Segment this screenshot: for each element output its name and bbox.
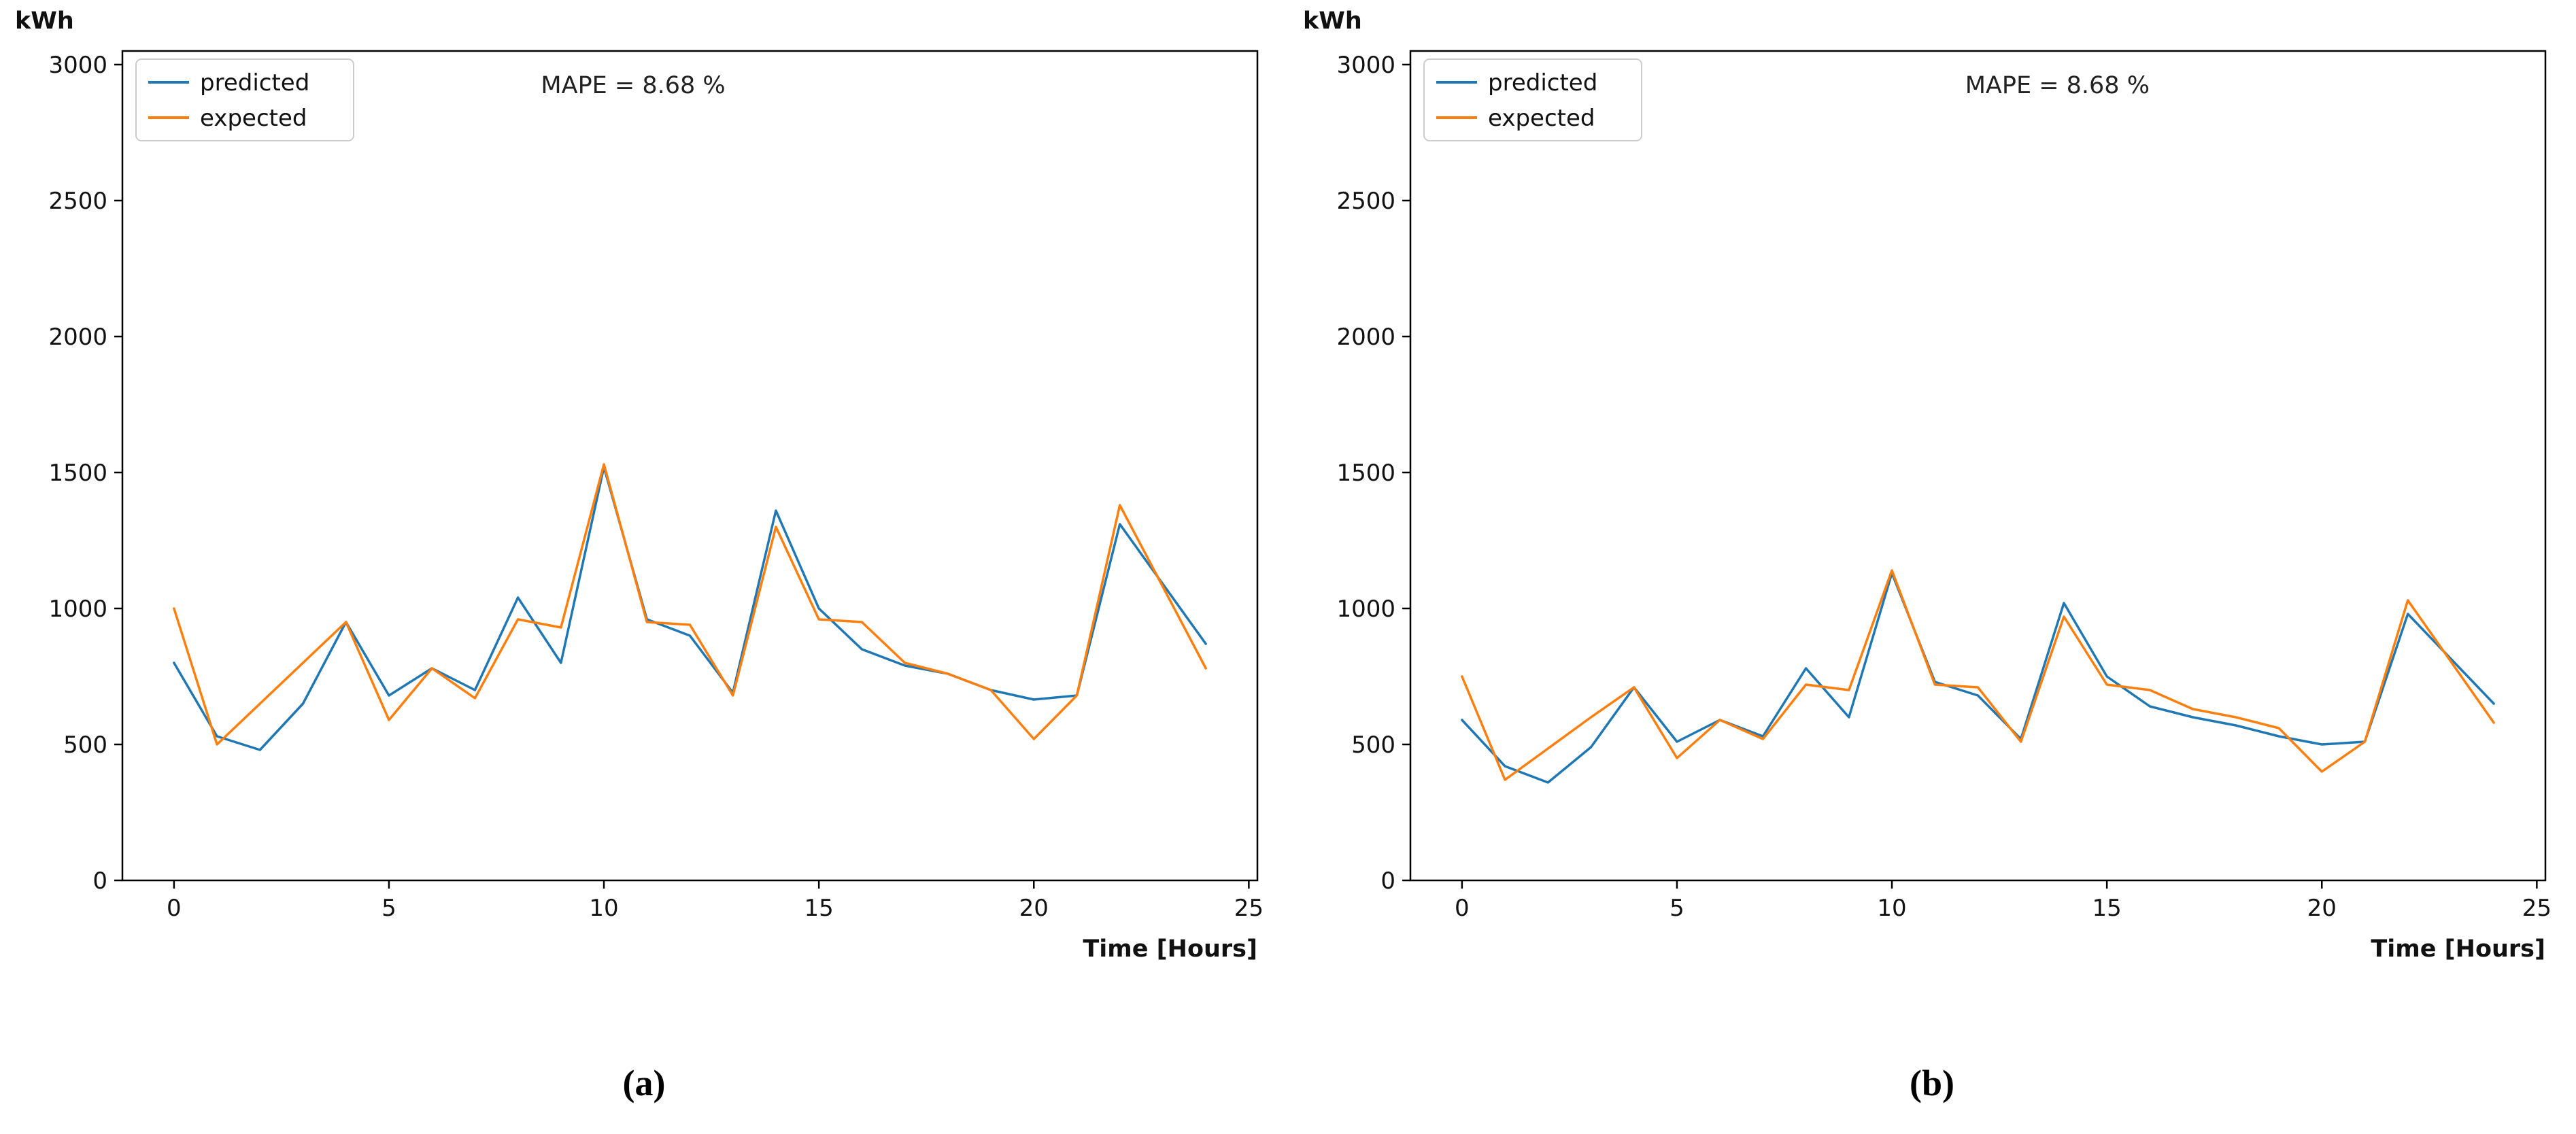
y-tick-label: 500 [63,732,107,759]
y-tick-label: 1000 [48,596,107,623]
series-line-expected [173,463,1207,746]
y-axis-label: kWh [1303,7,1362,35]
legend-label-predicted: predicted [1488,69,1597,97]
x-tick-label: 20 [2307,895,2337,922]
chart-a: 0 5 10 15 20 25 0 500 1000 1500 2000 2500 3000 predic… [15,7,1264,1103]
x-tick-label: 5 [382,895,396,922]
y-tick-label: 500 [1351,732,1395,759]
legend-label-expected: expected [1488,105,1595,132]
y-tick-label: 1500 [48,460,107,487]
y-axis-label: kWh [15,7,74,35]
y-tick-label: 1000 [1336,596,1395,623]
x-tick-label: 20 [1019,895,1049,922]
legend-label-predicted: predicted [200,69,309,97]
x-tick-label: 0 [1455,895,1470,922]
x-tick-label: 0 [167,895,182,922]
chart-b-caption: (b) [1910,1063,1954,1103]
y-tick-label: 3000 [48,52,107,79]
x-axis-label: Time [Hours] [1083,935,1257,963]
series-line-predicted [173,466,1207,751]
y-tick-label: 2500 [1336,188,1395,215]
chart-a-canvas: 0 5 10 15 20 25 0 500 1000 1500 2000 2500 3000 predic… [15,7,1264,963]
x-tick-label: 10 [589,895,618,922]
mape-annotation: MAPE = 8.68 % [1965,72,2150,99]
y-tick-label: 2000 [48,324,107,351]
legend-box [135,58,354,141]
series-line-predicted [1461,572,2495,784]
x-tick-label: 10 [1877,895,1906,922]
x-tick-label: 15 [804,895,834,922]
legend-label-expected: expected [200,105,307,132]
y-tick-label: 2000 [1336,324,1395,351]
mape-annotation: MAPE = 8.68 % [541,72,725,99]
y-tick-label: 2500 [48,188,107,215]
plot-frame [1409,50,2547,882]
chart-a-caption: (a) [622,1063,666,1103]
chart-b-canvas: 0 5 10 15 20 25 0 500 1000 1500 2000 2500 3000 predic… [1303,7,2552,963]
y-tick-label: 0 [1380,867,1395,895]
x-tick-label: 15 [2092,895,2122,922]
x-tick-label: 25 [1234,895,1264,922]
plot-frame [121,50,1259,882]
y-tick-label: 3000 [1336,52,1395,79]
legend-box [1423,58,1642,141]
x-tick-label: 5 [1670,895,1684,922]
x-axis-label: Time [Hours] [2371,935,2545,963]
y-tick-label: 1500 [1336,460,1395,487]
chart-b: 0 5 10 15 20 25 0 500 1000 1500 2000 2500 3000 predic… [1288,0,2576,1134]
series-line-expected [1461,569,2495,781]
y-tick-label: 0 [92,867,107,895]
x-tick-label: 25 [2522,895,2552,922]
